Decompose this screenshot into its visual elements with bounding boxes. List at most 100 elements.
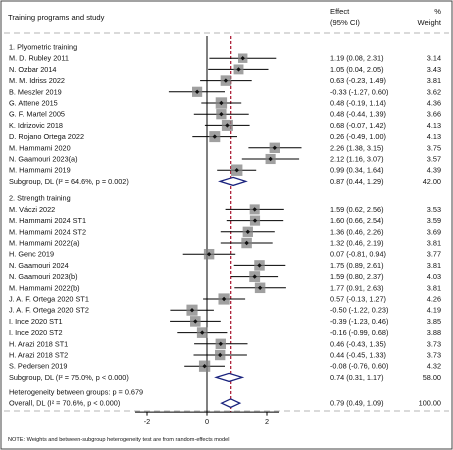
study-ci-text: 0.99 (0.34, 1.64): [330, 166, 384, 175]
study-weight: 3.73: [427, 351, 441, 360]
study-label: I. Ince 2020 ST1: [9, 317, 63, 326]
study-ci-text: 1.19 (0.08, 2.31): [330, 54, 384, 63]
point-estimate: [252, 218, 258, 223]
point-estimate: [240, 56, 245, 61]
study-ci-text: 0.68 (-0.07, 1.42): [330, 121, 386, 130]
study-weight: 3.62: [427, 87, 441, 96]
footnote: NOTE: Weights and between-subgroup heter…: [8, 437, 229, 443]
point-estimate: [212, 134, 217, 139]
study-weight: 3.66: [427, 110, 441, 119]
study-weight: 4.36: [427, 99, 441, 108]
header-weight-line1: %: [434, 7, 441, 16]
study-weight: 3.81: [427, 283, 441, 292]
study-ci-text: -0.16 (-0.99, 0.68): [330, 328, 388, 337]
study-ci-text: 2.26 (1.38, 3.15): [330, 143, 384, 152]
study-weight: 3.75: [427, 143, 441, 152]
point-estimate: [252, 274, 257, 279]
study-label: M. Hammami 2024 ST2: [9, 227, 86, 236]
study-weight: 3.81: [427, 76, 441, 85]
study-label: N. Gaamouri 2024: [9, 261, 69, 270]
axis-tick-label: 2: [265, 417, 269, 426]
study-label: B. Meszler 2019: [9, 87, 62, 96]
study-weight: 3.59: [427, 216, 441, 225]
study-ci-text: 0.46 (-0.43, 1.35): [330, 339, 386, 348]
study-ci-text: 0.26 (-0.49, 1.00): [330, 132, 386, 141]
point-estimate: [219, 112, 224, 117]
study-ci-text: 0.48 (-0.44, 1.39): [330, 110, 386, 119]
point-estimate: [219, 100, 224, 106]
study-ci-text: 1.60 (0.66, 2.54): [330, 216, 384, 225]
study-weight: 4.13: [427, 121, 441, 130]
study-label: H. Arazi 2018 ST2: [9, 351, 68, 360]
study-weight: 3.69: [427, 227, 441, 236]
study-label: N. Ozbar 2014: [9, 65, 56, 74]
subgroup-ci-text: 0.87 (0.44, 1.29): [330, 177, 384, 186]
point-estimate: [257, 263, 262, 268]
x-axis: -2 0 2: [135, 411, 279, 426]
subgroup-label: Subgroup, DL (I² = 75.0%, p < 0.000): [9, 373, 129, 382]
study-label: D. Rojano Ortega 2022: [9, 132, 84, 141]
study-ci-text: 1.36 (0.46, 2.26): [330, 227, 384, 236]
header: Training programs and study Effect (95% …: [8, 7, 442, 27]
point-estimate: [234, 168, 239, 173]
study-label: H. Genc 2019: [9, 250, 54, 259]
header-weight-line2: Weight: [418, 18, 442, 27]
subgroup-diamond: [218, 176, 248, 187]
overall-diamond: [220, 398, 242, 409]
study-label: J. A. F. Ortega 2020 ST2: [9, 306, 89, 315]
study-label: G. Attene 2015: [9, 99, 58, 108]
study-weight: 4.03: [427, 272, 441, 281]
point-estimate: [245, 229, 250, 234]
study-label: M. Váczi 2022: [9, 205, 55, 214]
point-estimate: [268, 156, 273, 162]
study-weight: 4.39: [427, 166, 441, 175]
study-label: M. Hammami 2019: [9, 166, 71, 175]
point-estimate: [206, 252, 212, 257]
point-estimate: [252, 207, 257, 212]
point-estimate: [202, 364, 207, 369]
point-estimate: [194, 89, 200, 94]
study-ci-text: -0.33 (-1.27, 0.60): [330, 87, 388, 96]
rows: 1. Plyometric training M. D. Rubley 2011 1…: [9, 43, 441, 409]
study-ci-text: 1.59 (0.80, 2.37): [330, 272, 384, 281]
study-label: N. Gaamouri 2023(a): [9, 155, 78, 164]
study-weight: 3.57: [427, 155, 441, 164]
point-estimate: [193, 319, 198, 324]
study-label: M. Hammami 2022(a): [9, 239, 80, 248]
group-title: 2. Strength training: [9, 194, 71, 203]
study-weight: 4.26: [427, 295, 441, 304]
study-weight: 3.53: [427, 205, 441, 214]
overall-label: Overall, DL (I² = 70.6%, p < 0.000): [9, 399, 120, 408]
study-label: I. Ince 2020 ST2: [9, 328, 63, 337]
point-estimate: [218, 341, 223, 346]
study-ci-text: 1.77 (0.91, 2.63): [330, 283, 384, 292]
study-weight: 3.81: [427, 261, 441, 270]
point-estimate: [223, 78, 229, 83]
point-estimate: [272, 145, 277, 150]
study-ci-text: 0.48 (-0.19, 1.14): [330, 99, 386, 108]
study-weight: 3.88: [427, 328, 441, 337]
point-estimate: [257, 285, 263, 290]
header-effect-line2: (95% CI): [330, 18, 360, 27]
subgroup-ci-text: 0.74 (0.31, 1.17): [330, 373, 384, 382]
point-estimate: [200, 330, 205, 335]
study-label: K. Idrizovic 2018: [9, 121, 63, 130]
study-weight: 3.77: [427, 250, 441, 259]
point-estimate: [221, 296, 227, 302]
study-label: J. A. F. Ortega 2020 ST1: [9, 295, 89, 304]
point-estimate: [236, 67, 241, 72]
study-weight: 3.14: [427, 54, 441, 63]
subgroup-label: Subgroup, DL (I² = 64.6%, p = 0.002): [9, 177, 129, 186]
study-label: S. Pedersen 2019: [9, 362, 67, 371]
study-label: G. F. Martel 2005: [9, 110, 65, 119]
study-label: M. D. Rubley 2011: [9, 54, 69, 63]
study-ci-text: -0.50 (-1.22, 0.23): [330, 306, 388, 315]
study-weight: 4.19: [427, 306, 441, 315]
study-weight: 3.43: [427, 65, 441, 74]
heterogeneity-text: Heterogeneity between groups: p = 0.679: [9, 387, 143, 396]
study-label: M. M. Idriss 2022: [9, 76, 65, 85]
point-estimate: [244, 240, 249, 246]
subgroup-diamond: [214, 372, 245, 383]
